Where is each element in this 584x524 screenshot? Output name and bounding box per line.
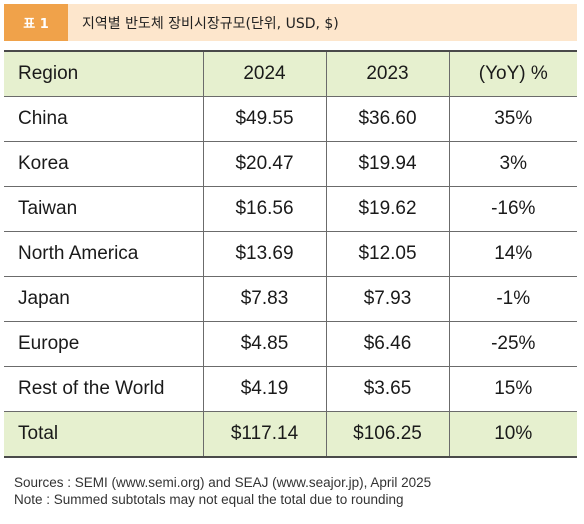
value-2023-cell: $19.62 [325,186,450,232]
header-yoy: (YoY) % [448,50,577,97]
region-cell: Europe [4,321,204,367]
yoy-cell: -1% [448,276,577,322]
table-row: China $49.55 $36.60 35% [4,96,577,142]
table-row: Europe $4.85 $6.46 -25% [4,321,577,367]
region-cell: Taiwan [4,186,204,232]
value-2024-cell: $7.83 [202,276,327,322]
table-caption: 표 1 지역별 반도체 장비시장규모(단위, USD, $) [4,4,577,41]
region-cell: Korea [4,141,204,187]
value-2024-cell: $20.47 [202,141,327,187]
yoy-cell: -16% [448,186,577,232]
yoy-cell: -25% [448,321,577,367]
value-2023-cell: $36.60 [325,96,450,142]
region-cell: China [4,96,204,142]
total-yoy: 10% [448,411,577,458]
total-2024: $117.14 [202,411,327,458]
value-2024-cell: $4.85 [202,321,327,367]
value-2023-cell: $3.65 [325,366,450,412]
rounding-note: Note : Summed subtotals may not equal th… [14,492,404,507]
value-2024-cell: $13.69 [202,231,327,277]
value-2024-cell: $49.55 [202,96,327,142]
total-label: Total [4,411,204,458]
semiconductor-equipment-table: Region 2024 2023 (YoY) % China $49.55 $3… [4,50,577,458]
header-region: Region [4,50,204,97]
value-2023-cell: $12.05 [325,231,450,277]
value-2024-cell: $4.19 [202,366,327,412]
value-2023-cell: $6.46 [325,321,450,367]
header-2024: 2024 [202,50,327,97]
table-notes: Sources : SEMI (www.semi.org) and SEAJ (… [14,474,431,508]
header-row: Region 2024 2023 (YoY) % [4,50,577,97]
total-2023: $106.25 [325,411,450,458]
region-cell: Rest of the World [4,366,204,412]
table-row: Korea $20.47 $19.94 3% [4,141,577,187]
yoy-cell: 14% [448,231,577,277]
yoy-cell: 15% [448,366,577,412]
caption-badge: 표 1 [4,4,68,41]
caption-title: 지역별 반도체 장비시장규모(단위, USD, $) [68,4,577,41]
table-row: Taiwan $16.56 $19.62 -16% [4,186,577,232]
total-row: Total $117.14 $106.25 10% [4,411,577,458]
yoy-cell: 3% [448,141,577,187]
region-cell: Japan [4,276,204,322]
value-2024-cell: $16.56 [202,186,327,232]
table-row: Japan $7.83 $7.93 -1% [4,276,577,322]
table-row: North America $13.69 $12.05 14% [4,231,577,277]
yoy-cell: 35% [448,96,577,142]
value-2023-cell: $19.94 [325,141,450,187]
table-row: Rest of the World $4.19 $3.65 15% [4,366,577,412]
region-cell: North America [4,231,204,277]
value-2023-cell: $7.93 [325,276,450,322]
sources-note: Sources : SEMI (www.semi.org) and SEAJ (… [14,475,432,490]
header-2023: 2023 [325,50,450,97]
